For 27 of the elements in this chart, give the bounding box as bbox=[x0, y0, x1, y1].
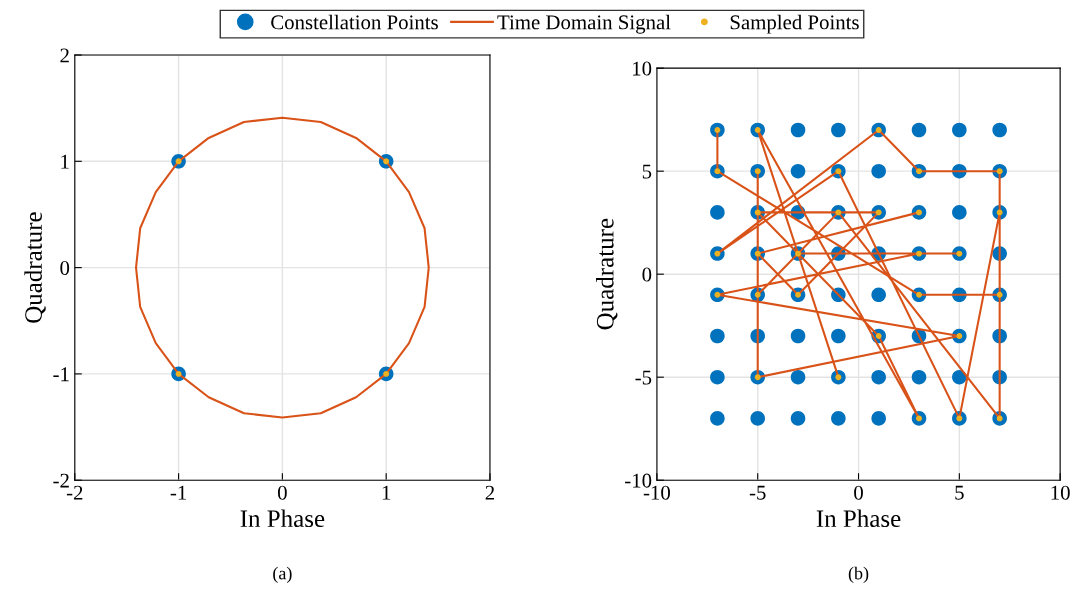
y-axis-title: Quadrature bbox=[24, 212, 46, 323]
y-tick-label: 0 bbox=[642, 267, 652, 282]
x-axis-title: In Phase bbox=[816, 509, 901, 528]
x-tick-label: -1 bbox=[170, 485, 187, 500]
x-axis-title: In Phase bbox=[240, 509, 325, 528]
text: (a) bbox=[273, 566, 292, 584]
y-tick-label: 10 bbox=[633, 61, 652, 76]
x-tick-label: 0 bbox=[854, 485, 863, 500]
x-tick-label: 5 bbox=[955, 485, 964, 500]
x-tick-label: 10 bbox=[1051, 485, 1070, 500]
y-tick-label: 0 bbox=[60, 260, 70, 276]
x-tick-label: 1 bbox=[382, 485, 391, 500]
x-tick-label: 2 bbox=[485, 485, 495, 500]
legend-label: Time Domain Signal bbox=[497, 14, 671, 34]
y-tick-label: 2 bbox=[60, 48, 69, 63]
line-series bbox=[134, 116, 430, 419]
y-axis-title: Quadrature bbox=[596, 218, 618, 330]
y-tick-label: 5 bbox=[642, 164, 652, 179]
text: (b) bbox=[848, 566, 869, 584]
legend-label: Constellation Points bbox=[271, 14, 438, 30]
x-tick-label: -5 bbox=[749, 485, 766, 500]
y-tick-label: -2 bbox=[53, 473, 69, 488]
y-tick-label: 1 bbox=[61, 154, 69, 169]
y-tick-label: -5 bbox=[635, 370, 652, 385]
legend-label: Sampled Points bbox=[730, 14, 859, 34]
y-tick-label: -1 bbox=[53, 367, 69, 382]
x-tick-label: 0 bbox=[277, 485, 287, 500]
